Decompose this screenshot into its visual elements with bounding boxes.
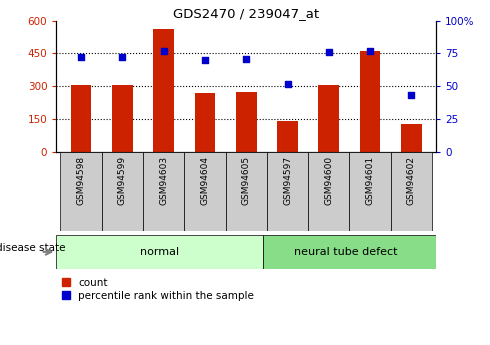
Text: GSM94600: GSM94600 — [324, 156, 333, 205]
FancyBboxPatch shape — [56, 235, 263, 269]
Bar — [401, 125, 422, 152]
FancyBboxPatch shape — [102, 152, 143, 231]
Point — [407, 93, 415, 98]
Point — [366, 48, 374, 53]
Text: GSM94603: GSM94603 — [159, 156, 168, 205]
FancyBboxPatch shape — [267, 152, 308, 231]
Point — [201, 57, 209, 63]
Point — [160, 48, 168, 53]
Text: normal: normal — [140, 247, 179, 257]
Text: GSM94602: GSM94602 — [407, 156, 416, 205]
Bar — [71, 85, 92, 152]
Text: GSM94597: GSM94597 — [283, 156, 292, 205]
Legend: count, percentile rank within the sample: count, percentile rank within the sample — [62, 278, 254, 301]
Point — [284, 81, 292, 86]
FancyBboxPatch shape — [225, 152, 267, 231]
FancyBboxPatch shape — [349, 152, 391, 231]
Text: GSM94604: GSM94604 — [200, 156, 209, 205]
Bar — [153, 29, 174, 152]
Bar — [318, 85, 339, 152]
Bar — [277, 121, 298, 152]
FancyBboxPatch shape — [308, 152, 349, 231]
FancyBboxPatch shape — [391, 152, 432, 231]
Point — [119, 55, 126, 60]
FancyBboxPatch shape — [263, 235, 436, 269]
Point — [243, 56, 250, 61]
Point — [325, 49, 333, 55]
Bar — [195, 93, 215, 152]
FancyBboxPatch shape — [184, 152, 225, 231]
Text: GSM94601: GSM94601 — [366, 156, 374, 205]
Text: GSM94599: GSM94599 — [118, 156, 127, 205]
Text: GSM94605: GSM94605 — [242, 156, 251, 205]
Text: neural tube defect: neural tube defect — [294, 247, 397, 257]
Title: GDS2470 / 239047_at: GDS2470 / 239047_at — [173, 7, 319, 20]
Text: GSM94598: GSM94598 — [76, 156, 86, 205]
Point — [77, 55, 85, 60]
Text: disease state: disease state — [0, 243, 66, 253]
FancyBboxPatch shape — [60, 152, 102, 231]
FancyBboxPatch shape — [143, 152, 184, 231]
Bar — [360, 51, 380, 152]
Bar — [112, 85, 133, 152]
Bar — [236, 92, 257, 152]
